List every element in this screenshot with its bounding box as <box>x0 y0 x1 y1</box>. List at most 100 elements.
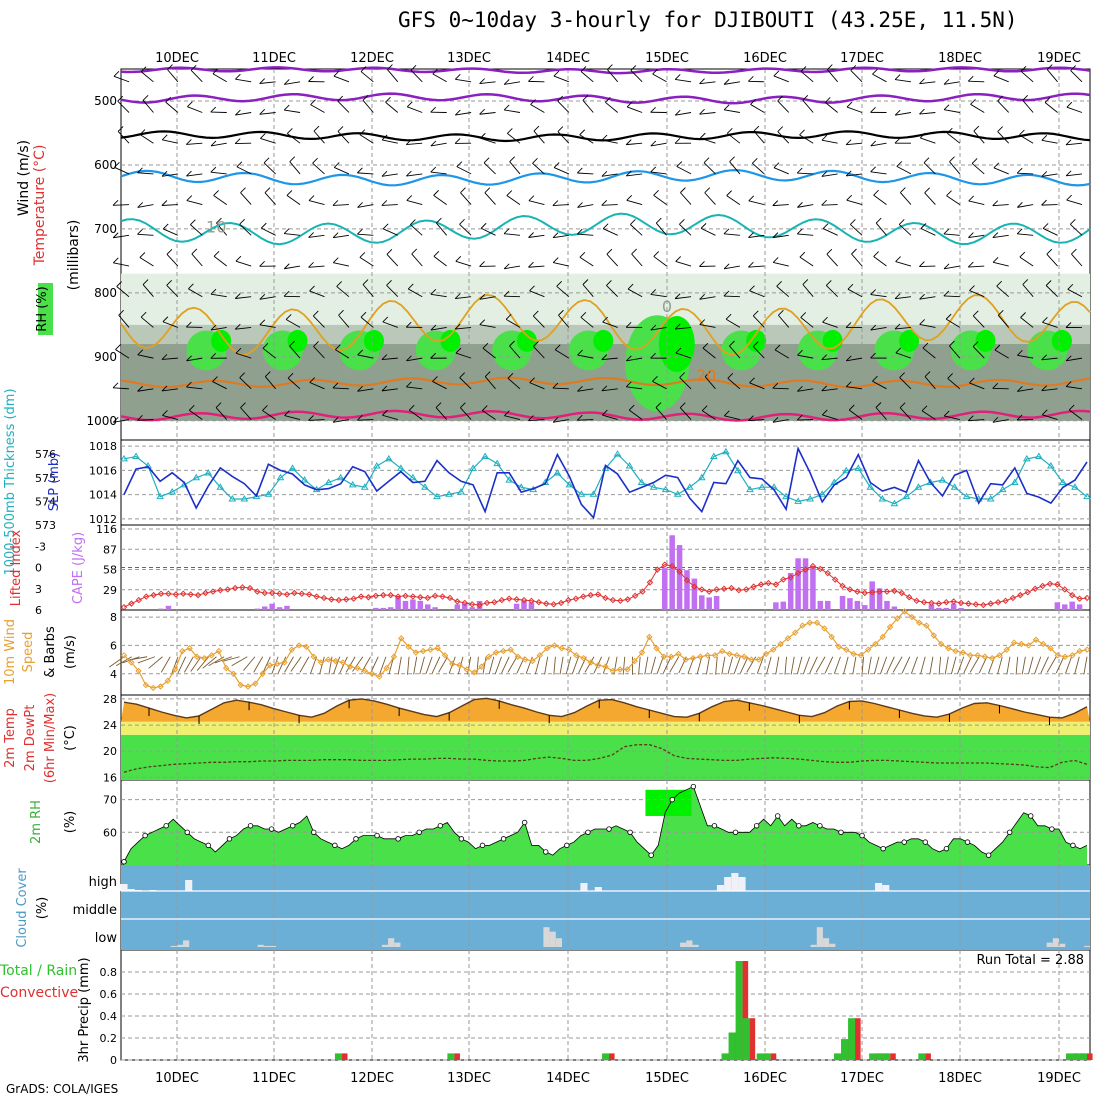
precip-tick-label: 0 <box>110 1054 117 1067</box>
wind-barb-feather <box>577 386 583 392</box>
wind-barb <box>748 419 765 422</box>
wind-speed-point <box>252 680 259 687</box>
wind-barb <box>381 388 398 392</box>
lifted-index-point <box>505 595 513 602</box>
cape-bar <box>387 607 394 610</box>
surface-wind-barb <box>920 656 926 675</box>
lifted-index-point <box>817 565 824 573</box>
wind-barb-feather <box>557 95 564 102</box>
thickness-point <box>721 447 730 455</box>
wind-barb-feather <box>216 217 222 224</box>
wind-barb-feather <box>845 355 852 362</box>
precip-tick-label: 0.4 <box>100 1010 118 1023</box>
wind-speed-point <box>230 670 237 677</box>
wind-barb <box>727 377 741 390</box>
wind-barb <box>557 131 570 144</box>
wind-barb <box>1017 204 1034 208</box>
grads-credit: GrADS: COLA/IGES <box>6 1082 119 1096</box>
wind-barb-feather <box>802 95 809 101</box>
wind-barb <box>773 261 789 267</box>
wind-barb <box>895 352 912 359</box>
slp-tick-label: 1016 <box>89 464 117 477</box>
low-cloud-bar <box>555 938 562 947</box>
wind-barb <box>479 296 496 300</box>
wind-barb-feather <box>332 382 339 389</box>
wind-barb <box>338 314 350 328</box>
wind-barb-feather <box>509 340 515 347</box>
rh-saturated-cell <box>211 329 232 352</box>
wind-barb-feather <box>430 166 437 173</box>
thickness-point <box>553 469 562 476</box>
thickness-point <box>445 490 453 497</box>
wind-barb-feather <box>335 344 341 350</box>
wind-barb-feather <box>239 372 246 379</box>
lifted-index-point <box>187 591 194 598</box>
wind-barb-feather <box>825 280 832 286</box>
cape-bar <box>469 607 475 610</box>
wind-barb-feather <box>968 195 975 202</box>
wind-barb <box>509 161 521 175</box>
lifted-index-point <box>209 588 217 595</box>
wind-barb <box>631 253 643 267</box>
wind-barb-feather <box>723 290 730 297</box>
wind-barb-feather <box>727 373 734 379</box>
wind-barb <box>776 285 790 298</box>
wind-barb-feather <box>748 75 754 82</box>
precip-legend-convective: Convective <box>0 985 78 1001</box>
surface-wind-barb <box>756 656 764 674</box>
wind-barb-feather <box>700 223 707 229</box>
wind-barb <box>210 293 227 298</box>
wind-barb <box>870 142 887 147</box>
wind-barb-feather <box>117 126 124 132</box>
precip-total-bar <box>602 1053 610 1060</box>
wind-barb-feather <box>381 200 388 206</box>
wind-barb <box>308 419 325 421</box>
wind-speed-point <box>478 663 485 670</box>
wind-barb <box>455 112 472 116</box>
precip-tick-label: 0.2 <box>100 1032 118 1045</box>
thickness-point <box>421 483 429 490</box>
wind-barb <box>969 290 985 298</box>
wind-barb <box>186 142 203 145</box>
wind-barb <box>532 162 545 175</box>
rh2m-point <box>648 852 654 858</box>
surface-wind-barb <box>833 656 841 674</box>
wind-barb-feather <box>821 199 827 206</box>
wind-barb-feather <box>167 64 173 70</box>
wind-barb <box>797 419 814 421</box>
wind-barb-feather <box>287 128 293 134</box>
wind-barb-feather <box>332 232 339 239</box>
precip-legend-rain: Total / Rain <box>0 963 77 979</box>
wind-barb <box>433 195 447 205</box>
wind-barb <box>630 224 643 236</box>
wind-barb-feather <box>625 381 632 388</box>
wind-barb <box>262 347 276 359</box>
wind-barb-feather <box>846 194 853 201</box>
wind-barb-feather <box>997 95 1003 102</box>
wind-barb-feather <box>894 323 901 330</box>
wind-barb-feather <box>484 187 491 194</box>
wind-speed-point <box>215 647 223 655</box>
wind-barb <box>993 261 1009 267</box>
lifted-index-point <box>343 596 350 603</box>
top-date-label: 15DEC <box>645 51 689 66</box>
wind-barb <box>312 162 325 175</box>
wind-barb <box>357 354 374 359</box>
lifted-index-point <box>120 603 128 611</box>
wind-speed-point <box>930 632 938 639</box>
dewpt2m-axis-label: 2m DewPt <box>23 705 38 772</box>
wind-barb-feather <box>729 156 735 162</box>
wind-speed-point <box>427 646 434 653</box>
wind-barb <box>675 352 692 359</box>
wind-barb <box>411 253 423 267</box>
wind-barb <box>334 167 350 175</box>
rh2m-fill <box>124 786 1087 865</box>
wind-speed-point <box>186 645 193 652</box>
wind-speed-point <box>222 664 230 672</box>
wind-barb-feather <box>479 261 485 267</box>
wind-barb <box>114 166 130 175</box>
wind-speed-point <box>193 653 201 660</box>
wind-barb <box>213 255 228 267</box>
wind-barb-feather <box>1017 202 1023 208</box>
wind-barb-feather <box>749 285 755 292</box>
